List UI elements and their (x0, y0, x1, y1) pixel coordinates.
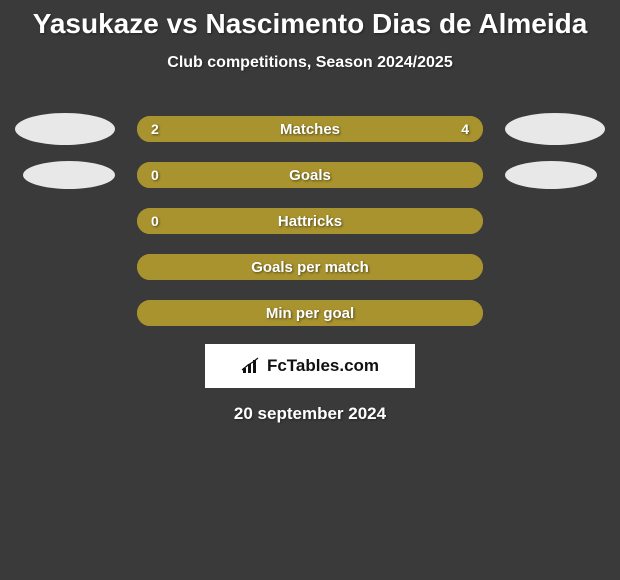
stat-bar: Min per goal (137, 300, 483, 326)
logo-text: FcTables.com (267, 356, 379, 376)
stat-bar: 2 4 Matches (137, 116, 483, 142)
left-badge (23, 161, 115, 189)
left-badge (15, 113, 115, 145)
stat-bar: 0 Goals (137, 162, 483, 188)
bar-chart-icon (241, 357, 263, 375)
right-badge (505, 113, 605, 145)
logo: FcTables.com (241, 356, 379, 376)
right-badge (505, 161, 597, 189)
stat-label: Min per goal (137, 300, 483, 326)
logo-box: FcTables.com (205, 344, 415, 388)
stat-label: Goals (137, 162, 483, 188)
stat-row: 2 4 Matches (0, 114, 620, 144)
stat-label: Goals per match (137, 254, 483, 280)
comparison-title: Yasukaze vs Nascimento Dias de Almeida (0, 0, 620, 40)
stat-bar: Goals per match (137, 254, 483, 280)
stat-row: 0 Goals (0, 160, 620, 190)
stat-label: Hattricks (137, 208, 483, 234)
stat-row: Min per goal (0, 298, 620, 328)
comparison-subtitle: Club competitions, Season 2024/2025 (0, 54, 620, 72)
stats-container: 2 4 Matches 0 Goals 0 Hattricks (0, 114, 620, 328)
stat-row: 0 Hattricks (0, 206, 620, 236)
stat-row: Goals per match (0, 252, 620, 282)
date-label: 20 september 2024 (0, 404, 620, 424)
stat-bar: 0 Hattricks (137, 208, 483, 234)
stat-label: Matches (137, 116, 483, 142)
